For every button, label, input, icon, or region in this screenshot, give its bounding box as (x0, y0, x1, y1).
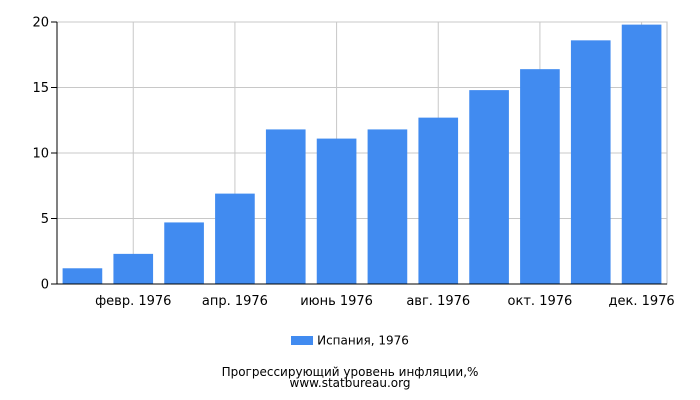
x-tick-label: авг. 1976 (406, 294, 470, 309)
bar (469, 90, 509, 285)
y-tick-label: 20 (32, 16, 49, 31)
bar (520, 69, 560, 284)
bar (316, 138, 357, 284)
bar (62, 268, 103, 284)
x-tick-label: дек. 1976 (608, 294, 674, 309)
bar (164, 222, 204, 284)
y-tick-label: 15 (32, 81, 49, 96)
bar (621, 24, 662, 285)
y-tick-label: 5 (41, 212, 49, 227)
x-tick-label: апр. 1976 (202, 294, 268, 309)
y-tick-label: 0 (41, 278, 49, 293)
legend-label: Испания, 1976 (317, 333, 409, 348)
y-tick-label: 10 (32, 147, 49, 162)
bar (113, 253, 154, 284)
source-url: www.statbureau.org (289, 376, 411, 390)
x-tick-label: февр. 1976 (95, 294, 171, 309)
chart-legend: Испания, 1976 (0, 333, 700, 348)
chart-caption: Прогрессирующий уровень инфляции,% (221, 365, 479, 379)
legend-swatch (291, 336, 314, 345)
bar (570, 40, 611, 285)
bar (418, 117, 459, 284)
x-tick-label: июнь 1976 (300, 294, 373, 309)
x-tick-label: окт. 1976 (508, 294, 573, 309)
bar (367, 129, 408, 284)
bar (215, 193, 255, 284)
bar (265, 129, 306, 284)
inflation-bar-chart: 0 5 10 15 20 февр. 1976 апр. 1976 июнь 1976 авг.… (32, 16, 674, 310)
